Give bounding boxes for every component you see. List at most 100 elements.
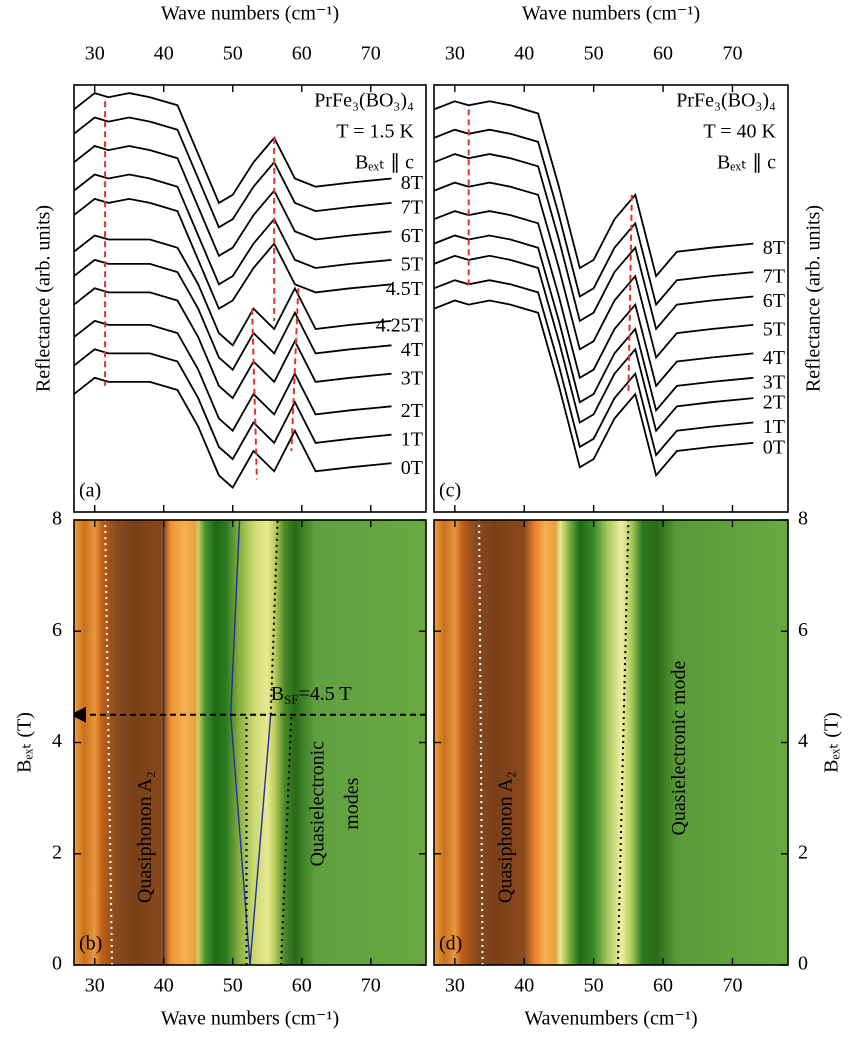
guide-line [104, 520, 113, 965]
series-label: 3T [763, 371, 785, 393]
x-tick-label: 40 [154, 43, 174, 65]
spectrum [74, 258, 392, 372]
series-label: 8T [401, 172, 423, 194]
x-tick-label: 40 [154, 975, 174, 997]
y-tick-label: 8 [52, 508, 62, 530]
series-label: 5T [401, 253, 423, 275]
series-label: 4.5T [386, 278, 423, 300]
guide-line [269, 520, 279, 715]
series-label: 1T [401, 428, 423, 450]
spectrum [434, 100, 754, 279]
guide-line [627, 194, 633, 395]
series-label: 5T [763, 319, 785, 341]
panel-label: (c) [439, 480, 461, 502]
y-axis-title: Reflectance (arb. units) [803, 205, 825, 392]
spectrum [434, 254, 754, 433]
annotation: PrFe₃(BO₃)₄ [314, 90, 414, 112]
guide-line [290, 288, 300, 452]
guide-line [249, 714, 272, 965]
x-tick-label: 60 [653, 43, 673, 65]
heatmap [434, 520, 788, 965]
x-axis-title: Wave numbers (cm⁻¹) [522, 3, 700, 25]
guide-line [616, 520, 630, 965]
bsf-label: BSF=4.5 T [271, 683, 352, 707]
x-axis-title: Wavenumbers (cm⁻¹) [524, 1008, 697, 1030]
spectrum [74, 319, 392, 433]
series-label: 7T [763, 266, 785, 288]
y-tick-label: 6 [52, 619, 62, 641]
annotation: Bₑₓₜ ∥ c [717, 152, 776, 174]
y-tick-label: 4 [52, 730, 62, 752]
spectrum [434, 153, 754, 331]
spectrum [74, 145, 392, 258]
y-tick-label: 4 [798, 730, 808, 752]
spectrum [74, 287, 392, 400]
y-axis-title: Bₑₓₜ (T) [14, 712, 36, 773]
spectrum [434, 299, 754, 478]
x-tick-label: 30 [85, 43, 105, 65]
x-tick-label: 70 [361, 975, 381, 997]
spectrum [434, 210, 754, 388]
y-axis-title: Reflectance (arb. units) [33, 205, 55, 392]
spectrum [74, 234, 392, 347]
y-axis-title: Bₑₓₜ (T) [821, 712, 843, 773]
spectrum [434, 181, 754, 360]
region-label: Quasielectronic mode [668, 660, 690, 835]
panel-label: (a) [79, 480, 101, 502]
region-label: Quasiphonon A₂ [494, 771, 516, 903]
annotation: Bₑₓₜ ∥ c [355, 152, 414, 174]
x-tick-label: 50 [584, 43, 604, 65]
x-tick-label: 70 [722, 43, 742, 65]
y-tick-label: 2 [798, 841, 808, 863]
series-label: 4T [401, 339, 423, 361]
x-tick-label: 60 [292, 975, 312, 997]
series-label: 6T [401, 225, 423, 247]
x-axis-title: Wave numbers (cm⁻¹) [161, 3, 339, 25]
x-tick-label: 40 [514, 43, 534, 65]
y-tick-label: 0 [798, 953, 808, 975]
y-tick-label: 2 [52, 841, 62, 863]
x-tick-label: 60 [292, 43, 312, 65]
spectrum [74, 197, 392, 311]
guide-line [478, 520, 484, 965]
spectrum [74, 92, 392, 205]
x-tick-label: 70 [722, 975, 742, 997]
annotation: T = 40 K [703, 121, 776, 143]
series-label: 4.25T [376, 314, 423, 336]
series-label: 2T [763, 392, 785, 414]
spectrum [74, 348, 392, 461]
panel-label: (b) [79, 933, 102, 955]
spectrum [434, 234, 754, 413]
y-tick-label: 8 [798, 508, 808, 530]
spectrum [434, 128, 754, 307]
guide-line [251, 308, 258, 480]
bsf-rest: =4.5 T [299, 683, 352, 705]
x-tick-label: 50 [584, 975, 604, 997]
x-axis-title: Wave numbers (cm⁻¹) [161, 1008, 339, 1030]
heatmap [74, 520, 426, 965]
annotation: PrFe₃(BO₃)₄ [676, 90, 776, 112]
series-label: 1T [763, 416, 785, 438]
region-label: modes [341, 777, 363, 829]
panel-frame [433, 84, 789, 513]
bsf-main: B [271, 683, 284, 705]
x-tick-label: 50 [223, 975, 243, 997]
series-label: 4T [763, 347, 785, 369]
bsf-sub: SF [284, 692, 298, 707]
x-tick-label: 40 [514, 975, 534, 997]
spectrum [434, 279, 754, 458]
x-tick-label: 50 [223, 43, 243, 65]
y-tick-label: 6 [798, 619, 808, 641]
panel-label: (d) [439, 933, 462, 955]
spectrum [74, 116, 392, 229]
series-label: 7T [401, 197, 423, 219]
series-label: 6T [763, 290, 785, 312]
series-label: 3T [401, 367, 423, 389]
region-label: Quasielectronic [307, 741, 329, 867]
series-label: 2T [401, 400, 423, 422]
x-tick-label: 70 [361, 43, 381, 65]
x-tick-label: 30 [445, 43, 465, 65]
series-label: 0T [763, 436, 785, 458]
